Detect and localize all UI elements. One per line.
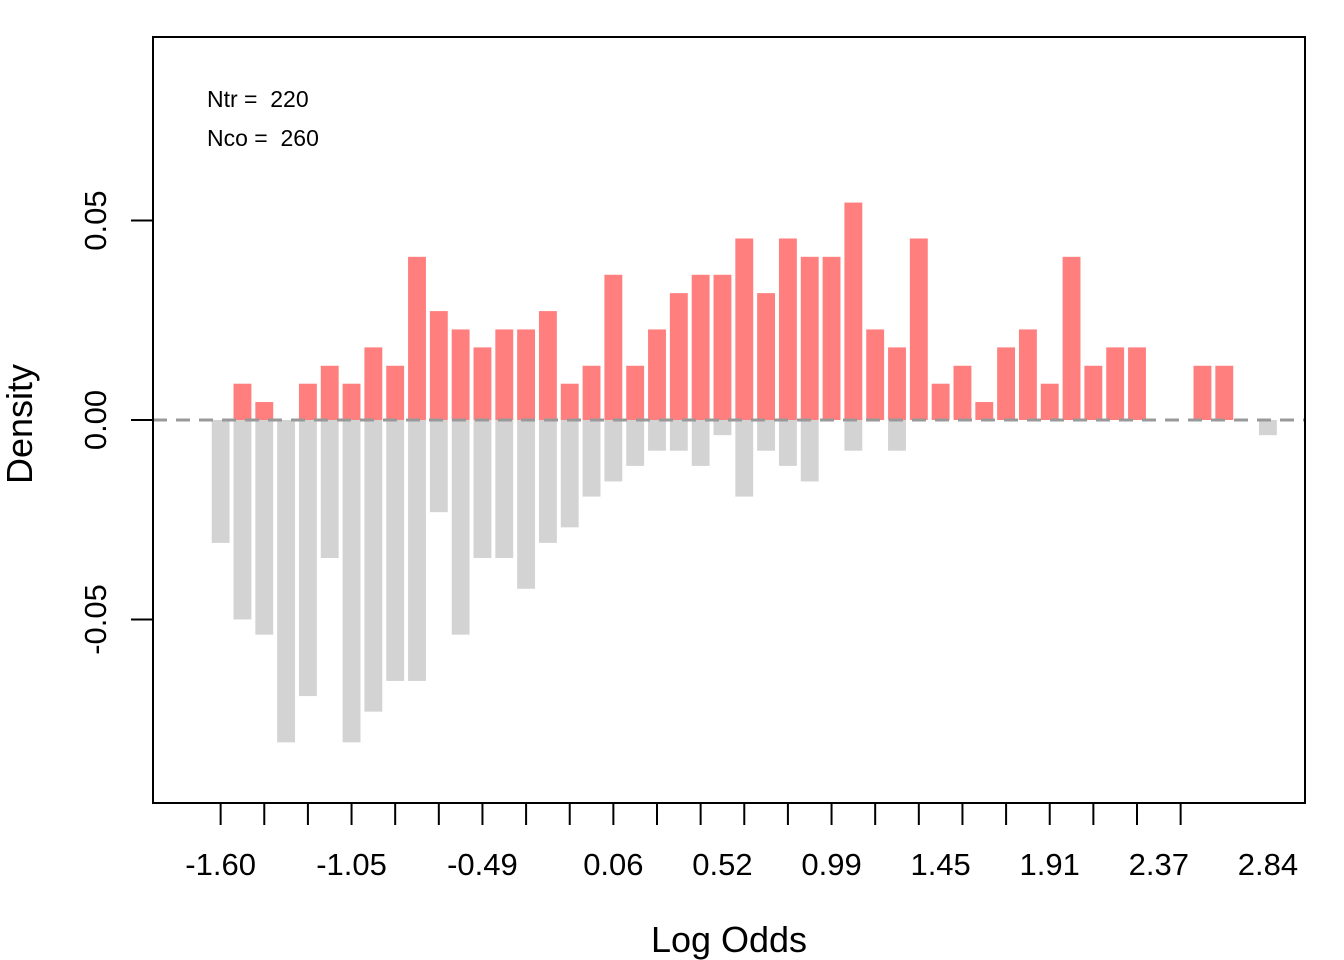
treated-bar-27 <box>800 256 819 420</box>
control-bar-24 <box>735 420 754 497</box>
control-bar-23 <box>713 420 732 436</box>
x-tick-label-6: 1.45 <box>910 847 970 882</box>
control-bar-7 <box>364 420 383 712</box>
control-bar-19 <box>626 420 645 466</box>
treated-bar-19 <box>626 365 645 420</box>
x-tick-label-7: 1.91 <box>1020 847 1080 882</box>
control-bar-31 <box>888 420 906 451</box>
control-bar-15 <box>538 420 557 543</box>
treated-bar-30 <box>866 329 885 420</box>
treated-bar-10 <box>429 311 448 420</box>
x-tick-label-9: 2.84 <box>1238 847 1298 882</box>
control-bar-6 <box>342 420 361 743</box>
treated-bar-28 <box>822 256 841 420</box>
treated-bar-7 <box>364 347 383 420</box>
control-bar-9 <box>408 420 426 681</box>
control-bar-20 <box>648 420 666 451</box>
control-bar-8 <box>386 420 405 681</box>
treated-bar-37 <box>1018 329 1037 420</box>
treated-bar-1 <box>233 383 252 420</box>
treated-bar-46 <box>1215 365 1234 420</box>
treated-bar-32 <box>909 238 928 420</box>
x-tick-label-0: -1.60 <box>185 847 256 882</box>
y-axis: -0.05 0.00 0.05 <box>78 190 153 655</box>
x-tick-label-5: 0.99 <box>801 847 861 882</box>
treated-bar-8 <box>386 365 405 420</box>
treated-bar-4 <box>298 383 317 420</box>
treated-bar-23 <box>713 274 732 420</box>
treated-bar-25 <box>757 293 776 420</box>
x-tick-label-2: -0.49 <box>447 847 518 882</box>
x-axis-title: Log Odds <box>651 919 807 960</box>
treated-bar-34 <box>953 365 972 420</box>
bars-layer <box>211 202 1277 743</box>
control-bar-26 <box>778 420 797 466</box>
treated-bar-17 <box>582 365 601 420</box>
treated-bar-42 <box>1128 347 1146 420</box>
control-bar-14 <box>517 420 536 589</box>
control-bar-5 <box>320 420 339 559</box>
y-tick-label-0: -0.05 <box>78 584 113 655</box>
treated-bar-22 <box>691 274 710 420</box>
x-tick-label-8: 2.37 <box>1129 847 1189 882</box>
control-bar-0 <box>211 420 230 543</box>
treated-bar-40 <box>1084 365 1103 420</box>
control-bar-22 <box>691 420 710 466</box>
treated-bar-24 <box>735 238 754 420</box>
treated-bar-18 <box>604 274 623 420</box>
treated-bar-41 <box>1106 347 1125 420</box>
control-bar-27 <box>800 420 819 482</box>
annotation-nco: Nco = 260 <box>207 125 319 151</box>
treated-bar-15 <box>538 311 557 420</box>
annotation-ntr: Ntr = 220 <box>207 86 309 112</box>
treated-bar-45 <box>1193 365 1212 420</box>
treated-bar-26 <box>778 238 797 420</box>
control-bar-17 <box>582 420 601 497</box>
control-bar-1 <box>233 420 252 620</box>
x-axis: -1.60 -1.05 -0.49 0.06 0.52 0.99 1.45 1.91 2.37 2… <box>185 803 1298 882</box>
y-tick-label-1: 0.00 <box>78 390 113 450</box>
treated-bar-13 <box>495 329 514 420</box>
x-tick-label-4: 0.52 <box>692 847 752 882</box>
treated-bar-9 <box>408 256 426 420</box>
control-bar-21 <box>669 420 688 451</box>
control-bar-3 <box>277 420 296 743</box>
treated-bar-38 <box>1040 383 1059 420</box>
treated-bar-21 <box>669 293 688 420</box>
treated-bar-31 <box>888 347 906 420</box>
treated-bar-2 <box>255 402 274 420</box>
y-tick-label-2: 0.05 <box>78 190 113 250</box>
treated-bar-29 <box>844 202 863 420</box>
treated-bar-16 <box>560 383 579 420</box>
control-bar-13 <box>495 420 514 559</box>
treated-bar-5 <box>320 365 339 420</box>
x-tick-label-3: 0.06 <box>583 847 643 882</box>
treated-bar-11 <box>451 329 470 420</box>
control-bar-18 <box>604 420 623 482</box>
y-axis-title: Density <box>0 364 40 484</box>
control-bar-12 <box>473 420 492 559</box>
control-bar-29 <box>844 420 863 451</box>
treated-bar-33 <box>931 383 950 420</box>
treated-bar-35 <box>975 402 994 420</box>
control-bar-2 <box>255 420 274 635</box>
control-bar-10 <box>429 420 448 513</box>
treated-bar-39 <box>1062 256 1081 420</box>
treated-bar-12 <box>473 347 492 420</box>
treated-bar-20 <box>648 329 666 420</box>
treated-bar-6 <box>342 383 361 420</box>
control-bar-25 <box>757 420 776 451</box>
control-bar-4 <box>298 420 317 697</box>
x-tick-label-1: -1.05 <box>316 847 387 882</box>
control-bar-48 <box>1258 420 1277 436</box>
control-bar-11 <box>451 420 470 635</box>
treated-bar-36 <box>997 347 1016 420</box>
treated-bar-14 <box>517 329 536 420</box>
control-bar-16 <box>560 420 579 528</box>
